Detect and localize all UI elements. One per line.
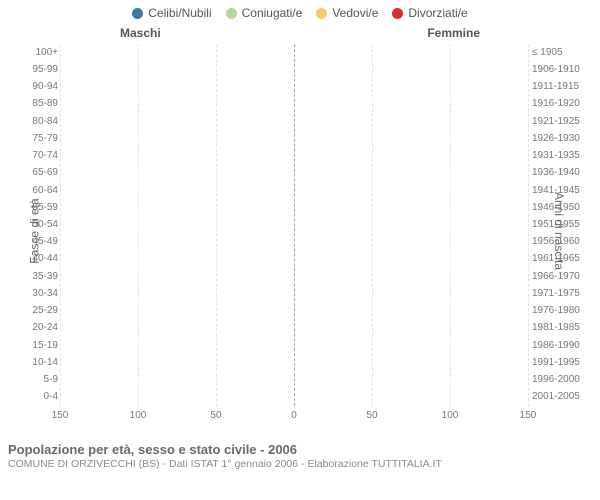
y-tick-age: 85-89 xyxy=(18,99,58,109)
age-row xyxy=(60,200,528,215)
age-row xyxy=(60,148,528,163)
x-tick: 150 xyxy=(52,410,69,421)
y-tick-year: ≤ 1905 xyxy=(532,48,590,58)
age-row xyxy=(60,235,528,250)
legend-swatch xyxy=(132,8,143,19)
age-row xyxy=(60,304,528,319)
legend-swatch xyxy=(316,8,327,19)
age-row xyxy=(60,338,528,353)
legend-item: Coniugati/e xyxy=(226,6,303,20)
y-tick-age: 95-99 xyxy=(18,65,58,75)
legend-swatch xyxy=(226,8,237,19)
y-tick-age: 65-69 xyxy=(18,168,58,178)
age-row xyxy=(60,252,528,267)
age-row xyxy=(60,217,528,232)
x-tick: 0 xyxy=(291,410,297,421)
gridline xyxy=(528,44,529,406)
y-tick-age: 0-4 xyxy=(18,392,58,402)
header-males: Maschi xyxy=(120,26,161,40)
y-tick-age: 35-39 xyxy=(18,272,58,282)
legend-item: Celibi/Nubili xyxy=(132,6,211,20)
legend-label: Coniugati/e xyxy=(242,6,303,20)
y-tick-year: 1986-1990 xyxy=(532,341,590,351)
y-tick-year: 1911-1915 xyxy=(532,82,590,92)
x-tick: 50 xyxy=(210,410,221,421)
y-tick-year: 1936-1940 xyxy=(532,168,590,178)
legend-label: Divorziati/e xyxy=(408,6,467,20)
y-tick-year: 1946-1950 xyxy=(532,203,590,213)
y-tick-year: 1916-1920 xyxy=(532,99,590,109)
legend-item: Vedovi/e xyxy=(316,6,378,20)
y-tick-age: 30-34 xyxy=(18,289,58,299)
x-axis-ticks: 15010050050100150 xyxy=(60,410,528,424)
legend: Celibi/Nubili Coniugati/e Vedovi/e Divorzia… xyxy=(0,0,600,22)
age-row xyxy=(60,321,528,336)
y-tick-year: 1921-1925 xyxy=(532,117,590,127)
age-row xyxy=(60,97,528,112)
y-tick-age: 55-59 xyxy=(18,203,58,213)
age-row xyxy=(60,80,528,95)
age-row xyxy=(60,166,528,181)
y-tick-year: 1906-1910 xyxy=(532,65,590,75)
y-tick-age: 50-54 xyxy=(18,220,58,230)
x-tick: 150 xyxy=(520,410,537,421)
y-tick-age: 25-29 xyxy=(18,306,58,316)
y-tick-age: 10-14 xyxy=(18,358,58,368)
y-tick-age: 60-64 xyxy=(18,186,58,196)
chart-stage: Fasce di età Anni di nascita Maschi Femm… xyxy=(0,22,600,440)
y-tick-year: 1931-1935 xyxy=(532,151,590,161)
y-tick-year: 1941-1945 xyxy=(532,186,590,196)
y-tick-age: 5-9 xyxy=(18,375,58,385)
plot-area xyxy=(60,44,528,406)
age-row xyxy=(60,114,528,129)
y-tick-year: 1966-1970 xyxy=(532,272,590,282)
y-tick-year: 1956-1960 xyxy=(532,237,590,247)
age-row xyxy=(60,269,528,284)
y-tick-year: 1991-1995 xyxy=(532,358,590,368)
y-tick-year: 2001-2005 xyxy=(532,392,590,402)
age-row xyxy=(60,183,528,198)
y-tick-age: 80-84 xyxy=(18,117,58,127)
y-tick-year: 1996-2000 xyxy=(532,375,590,385)
age-row xyxy=(60,45,528,60)
y-tick-age: 70-74 xyxy=(18,151,58,161)
x-tick: 50 xyxy=(366,410,377,421)
y-tick-age: 15-19 xyxy=(18,341,58,351)
y-tick-age: 100+ xyxy=(18,48,58,58)
age-row xyxy=(60,373,528,388)
x-tick: 100 xyxy=(442,410,459,421)
y-tick-age: 90-94 xyxy=(18,82,58,92)
y-tick-year: 1926-1930 xyxy=(532,134,590,144)
y-tick-year: 1961-1965 xyxy=(532,254,590,264)
legend-label: Celibi/Nubili xyxy=(148,6,211,20)
header-females: Femmine xyxy=(427,26,480,40)
y-tick-year: 1951-1955 xyxy=(532,220,590,230)
x-tick: 100 xyxy=(130,410,147,421)
age-row xyxy=(60,355,528,370)
age-row xyxy=(60,62,528,77)
y-tick-age: 75-79 xyxy=(18,134,58,144)
chart-title: Popolazione per età, sesso e stato civil… xyxy=(8,442,592,457)
y-tick-year: 1981-1985 xyxy=(532,323,590,333)
legend-swatch xyxy=(392,8,403,19)
footer: Popolazione per età, sesso e stato civil… xyxy=(0,442,600,476)
y-tick-age: 20-24 xyxy=(18,323,58,333)
y-tick-year: 1976-1980 xyxy=(532,306,590,316)
age-row xyxy=(60,390,528,405)
y-tick-age: 45-49 xyxy=(18,237,58,247)
y-tick-year: 1971-1975 xyxy=(532,289,590,299)
legend-item: Divorziati/e xyxy=(392,6,467,20)
y-tick-age: 40-44 xyxy=(18,254,58,264)
age-row xyxy=(60,131,528,146)
age-row xyxy=(60,286,528,301)
legend-label: Vedovi/e xyxy=(332,6,378,20)
chart-subtitle: COMUNE DI ORZIVECCHI (BS) - Dati ISTAT 1… xyxy=(8,458,592,470)
